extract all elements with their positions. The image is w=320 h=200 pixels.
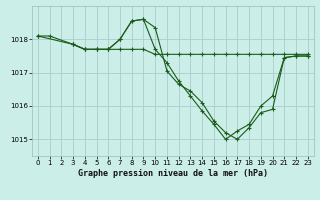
X-axis label: Graphe pression niveau de la mer (hPa): Graphe pression niveau de la mer (hPa) <box>78 169 268 178</box>
